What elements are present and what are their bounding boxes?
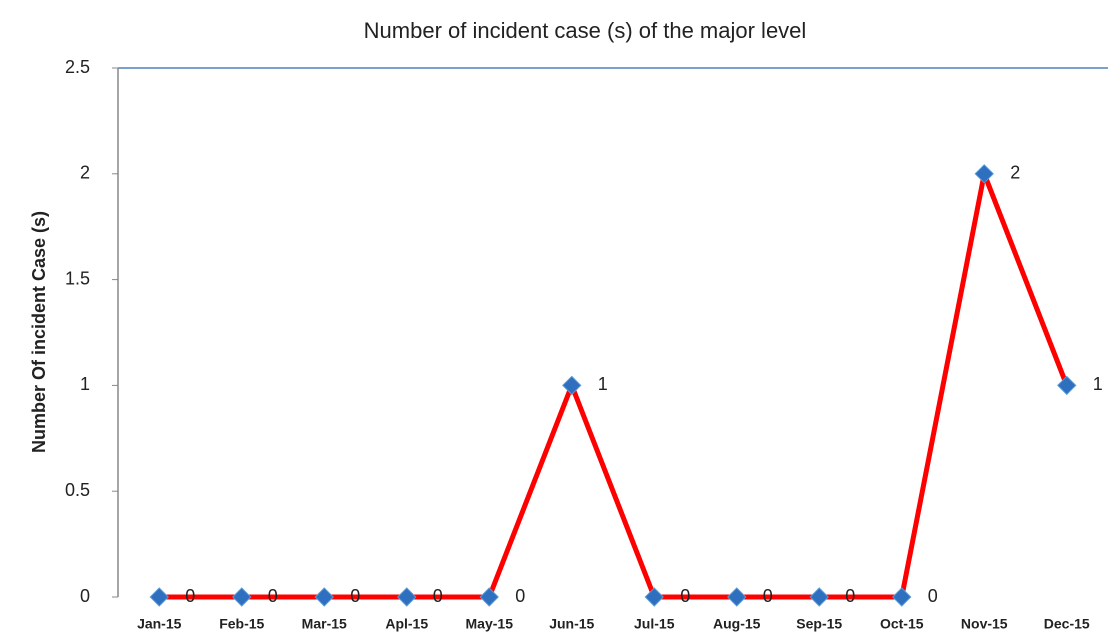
y-axis-label: Number Of incident Case (s)	[29, 211, 49, 453]
marker	[1057, 375, 1077, 396]
y-tick-label: 1	[80, 374, 90, 394]
x-tick-label: May-15	[466, 616, 514, 632]
y-tick-label: 0.5	[65, 480, 90, 500]
data-label: 0	[268, 586, 278, 606]
marker	[644, 587, 664, 607]
x-tick-label: Sep-15	[796, 616, 842, 632]
x-tick-label: Nov-15	[961, 616, 1008, 632]
data-label: 2	[1010, 163, 1020, 183]
marker	[149, 587, 169, 607]
marker	[974, 164, 994, 184]
x-tick-label: Dec-15	[1044, 616, 1090, 632]
marker	[397, 587, 417, 607]
x-tick-label: Aug-15	[713, 616, 761, 632]
marker	[232, 587, 252, 607]
x-tick-label: Jul-15	[634, 616, 675, 632]
data-label: 1	[1093, 374, 1103, 394]
y-tick-label: 2.5	[65, 57, 90, 77]
x-tick-label: Mar-15	[302, 616, 347, 632]
y-tick-label: 1.5	[65, 268, 90, 288]
marker	[892, 587, 912, 607]
marker	[562, 375, 582, 396]
marker	[727, 587, 747, 607]
series-line	[159, 171, 1070, 600]
y-tick-label: 0	[80, 586, 90, 606]
data-label: 0	[928, 586, 938, 606]
data-label: 0	[185, 586, 195, 606]
x-tick-label: Jun-15	[549, 616, 594, 632]
x-tick-label: Feb-15	[219, 616, 264, 632]
data-label: 0	[433, 586, 443, 606]
chart-title: Number of incident case (s) of the major…	[364, 18, 807, 43]
x-tick-label: Jan-15	[137, 616, 182, 632]
data-label: 0	[515, 586, 525, 606]
data-label: 0	[845, 586, 855, 606]
x-tick-label: Oct-15	[880, 616, 924, 632]
marker	[314, 587, 334, 607]
data-label: 0	[680, 586, 690, 606]
x-tick-label: Apl-15	[385, 616, 428, 632]
data-label: 0	[350, 586, 360, 606]
data-label: 0	[763, 586, 773, 606]
marker	[479, 587, 499, 607]
marker	[809, 587, 829, 607]
data-label: 1	[598, 374, 608, 394]
y-tick-label: 2	[80, 163, 90, 183]
